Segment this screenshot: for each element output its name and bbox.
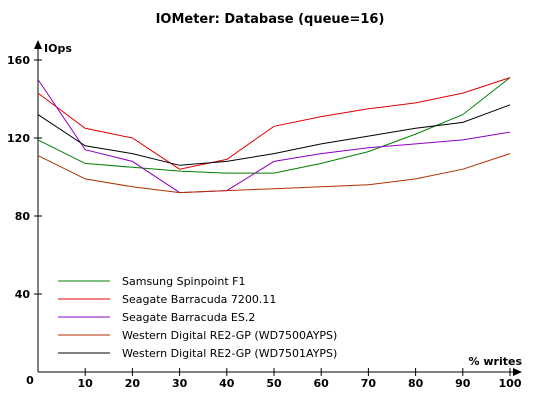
- x-tick-label: 100: [499, 377, 522, 390]
- series-line-3: [37, 79, 511, 194]
- x-tick-label: 90: [455, 377, 471, 390]
- legend-label: Samsung Spinpoint F1: [122, 275, 245, 288]
- legend-label: Seagate Barracuda ES.2: [122, 311, 255, 324]
- y-tick-label: 160: [7, 54, 30, 67]
- axes: [34, 40, 522, 376]
- y-tick-label: 80: [15, 210, 31, 223]
- x-tick-label: 70: [361, 377, 377, 390]
- y-tick-label: 120: [7, 132, 30, 145]
- y-tick-label: 40: [15, 288, 31, 301]
- x-ticks: 10 20 30 40 50 60 70 80 90 100: [78, 368, 522, 390]
- x-tick-label: 60: [314, 377, 330, 390]
- series-line-2: [37, 77, 511, 170]
- legend: Samsung Spinpoint F1 Seagate Barracuda 72…: [58, 275, 337, 360]
- x-axis-label: % writes: [469, 355, 523, 368]
- chart-title: IOMeter: Database (queue=16): [156, 12, 385, 27]
- x-axis-arrow: [513, 368, 522, 376]
- origin-label: 0: [26, 374, 34, 387]
- y-axis-label: IOps: [44, 42, 72, 55]
- legend-label: Seagate Barracuda 7200.11: [122, 293, 276, 306]
- series-line-5: [37, 104, 511, 166]
- series-line-4: [37, 153, 511, 194]
- x-tick-label: 10: [78, 377, 94, 390]
- series-line-1: [37, 77, 511, 174]
- y-ticks: 40 80 120 160: [7, 54, 42, 301]
- x-tick-label: 30: [172, 377, 188, 390]
- y-axis-arrow: [34, 40, 42, 49]
- x-tick-label: 20: [125, 377, 141, 390]
- legend-label: Western Digital RE2-GP (WD7500AYPS): [122, 329, 337, 342]
- legend-label: Western Digital RE2-GP (WD7501AYPS): [122, 347, 337, 360]
- x-tick-label: 80: [408, 377, 424, 390]
- x-tick-label: 50: [266, 377, 282, 390]
- series-lines: [37, 77, 511, 194]
- x-tick-label: 40: [219, 377, 235, 390]
